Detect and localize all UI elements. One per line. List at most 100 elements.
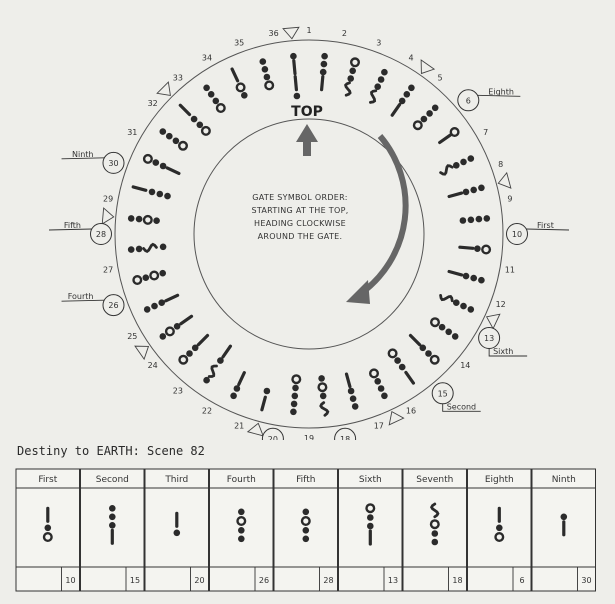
gate-symbol [369, 68, 388, 104]
card-frame [402, 468, 467, 592]
top-label: TOP [291, 104, 323, 120]
dot-element [302, 527, 310, 534]
ring-element [132, 275, 143, 286]
position-number: 14 [460, 361, 470, 370]
dot-element [377, 385, 385, 392]
squiggle-element [207, 364, 218, 378]
position-number: 12 [496, 300, 506, 309]
clockwise-arrow-arc [358, 134, 409, 297]
dot-element [290, 52, 297, 60]
card-label: Seventh [416, 475, 453, 485]
dot-element [190, 115, 198, 123]
position-number: 21 [234, 422, 244, 431]
chevron-marker [134, 345, 150, 361]
dot-element [293, 92, 301, 100]
position-number: 33 [173, 74, 183, 83]
gate-symbol [259, 58, 275, 91]
stargate-diagram: TOP GATE SYMBOL ORDER: STARTING AT THE T… [48, 26, 570, 440]
gate-symbol [447, 184, 485, 199]
dot-element [135, 215, 143, 223]
position-number: 24 [148, 361, 158, 370]
squiggle-element [344, 81, 352, 97]
dot-element [238, 535, 245, 543]
gate-symbol [230, 67, 248, 99]
ring-element [291, 374, 302, 385]
dot-element [398, 363, 406, 371]
gate-symbol [438, 126, 460, 145]
gate-symbols-layer: 1234567891011121314151617181920212223242… [48, 26, 570, 440]
leader-line [525, 228, 570, 231]
position-number: 11 [505, 265, 515, 274]
card-number: 10 [65, 576, 75, 585]
dot-element [431, 538, 439, 546]
dot-element [367, 522, 374, 530]
gate-symbol [344, 57, 361, 97]
dot-element [467, 216, 475, 224]
dot-element [156, 190, 164, 198]
gate-symbol [290, 52, 301, 100]
gate-symbol [369, 368, 388, 400]
dot-element [462, 272, 470, 280]
card-label: Second [96, 475, 129, 485]
center-text-line: HEADING CLOCKWISE [254, 219, 346, 228]
gate-symbol [159, 128, 188, 151]
dot-element [347, 387, 355, 395]
chevron-marker [282, 26, 300, 40]
card-number: 13 [388, 576, 398, 585]
up-arrow-icon [296, 124, 318, 156]
dot-element [302, 535, 310, 543]
dot-element [474, 245, 481, 252]
leader-line [488, 348, 528, 357]
card-label: Fourth [227, 475, 256, 485]
bar-element [178, 103, 192, 117]
dot-element [318, 375, 325, 382]
circled-number [102, 294, 125, 317]
ring-element [264, 80, 275, 91]
dot-element [467, 306, 475, 313]
card-number: 20 [194, 576, 204, 585]
ring-element [200, 125, 211, 136]
bar-element [447, 191, 464, 199]
order-card: Third 20 [144, 468, 209, 592]
position-number: 17 [374, 422, 384, 431]
card-number: 30 [581, 576, 591, 585]
dot-element [172, 137, 180, 145]
dot-element [349, 395, 357, 403]
dot-element [420, 115, 428, 123]
dot-element [263, 387, 271, 395]
ring-element [429, 354, 440, 365]
dot-element [135, 245, 143, 253]
dot-element [259, 58, 267, 65]
dot-element [394, 357, 401, 364]
dot-element [462, 188, 470, 196]
dot-element [153, 217, 160, 224]
dot-element [212, 97, 220, 105]
gate-symbol [178, 103, 211, 136]
dot-element [261, 66, 269, 73]
dot-element [381, 68, 388, 76]
gate-symbol [412, 104, 439, 131]
center-text-line: GATE SYMBOL ORDER: [252, 193, 348, 202]
dot-element [291, 392, 299, 400]
leader-line [477, 94, 521, 97]
position-number: 22 [202, 407, 212, 416]
gate-symbol [203, 344, 232, 384]
dot-element [159, 269, 166, 277]
ring-element [429, 519, 440, 530]
bar-element [320, 74, 325, 92]
bar-element [292, 59, 297, 76]
order-card: Sixth 13 [338, 468, 403, 592]
dot-element [319, 68, 327, 76]
gate-symbol [447, 269, 485, 284]
dot-element [467, 155, 475, 162]
position-number: 35 [234, 38, 244, 47]
ring-element [235, 82, 246, 93]
ordinal-label: Fifth [64, 221, 81, 230]
dot-element [460, 302, 467, 310]
card-label: First [38, 475, 57, 485]
gate-symbol [142, 153, 181, 175]
circled-number [457, 89, 480, 112]
dot-element [408, 84, 415, 92]
squiggle-element [439, 164, 454, 176]
